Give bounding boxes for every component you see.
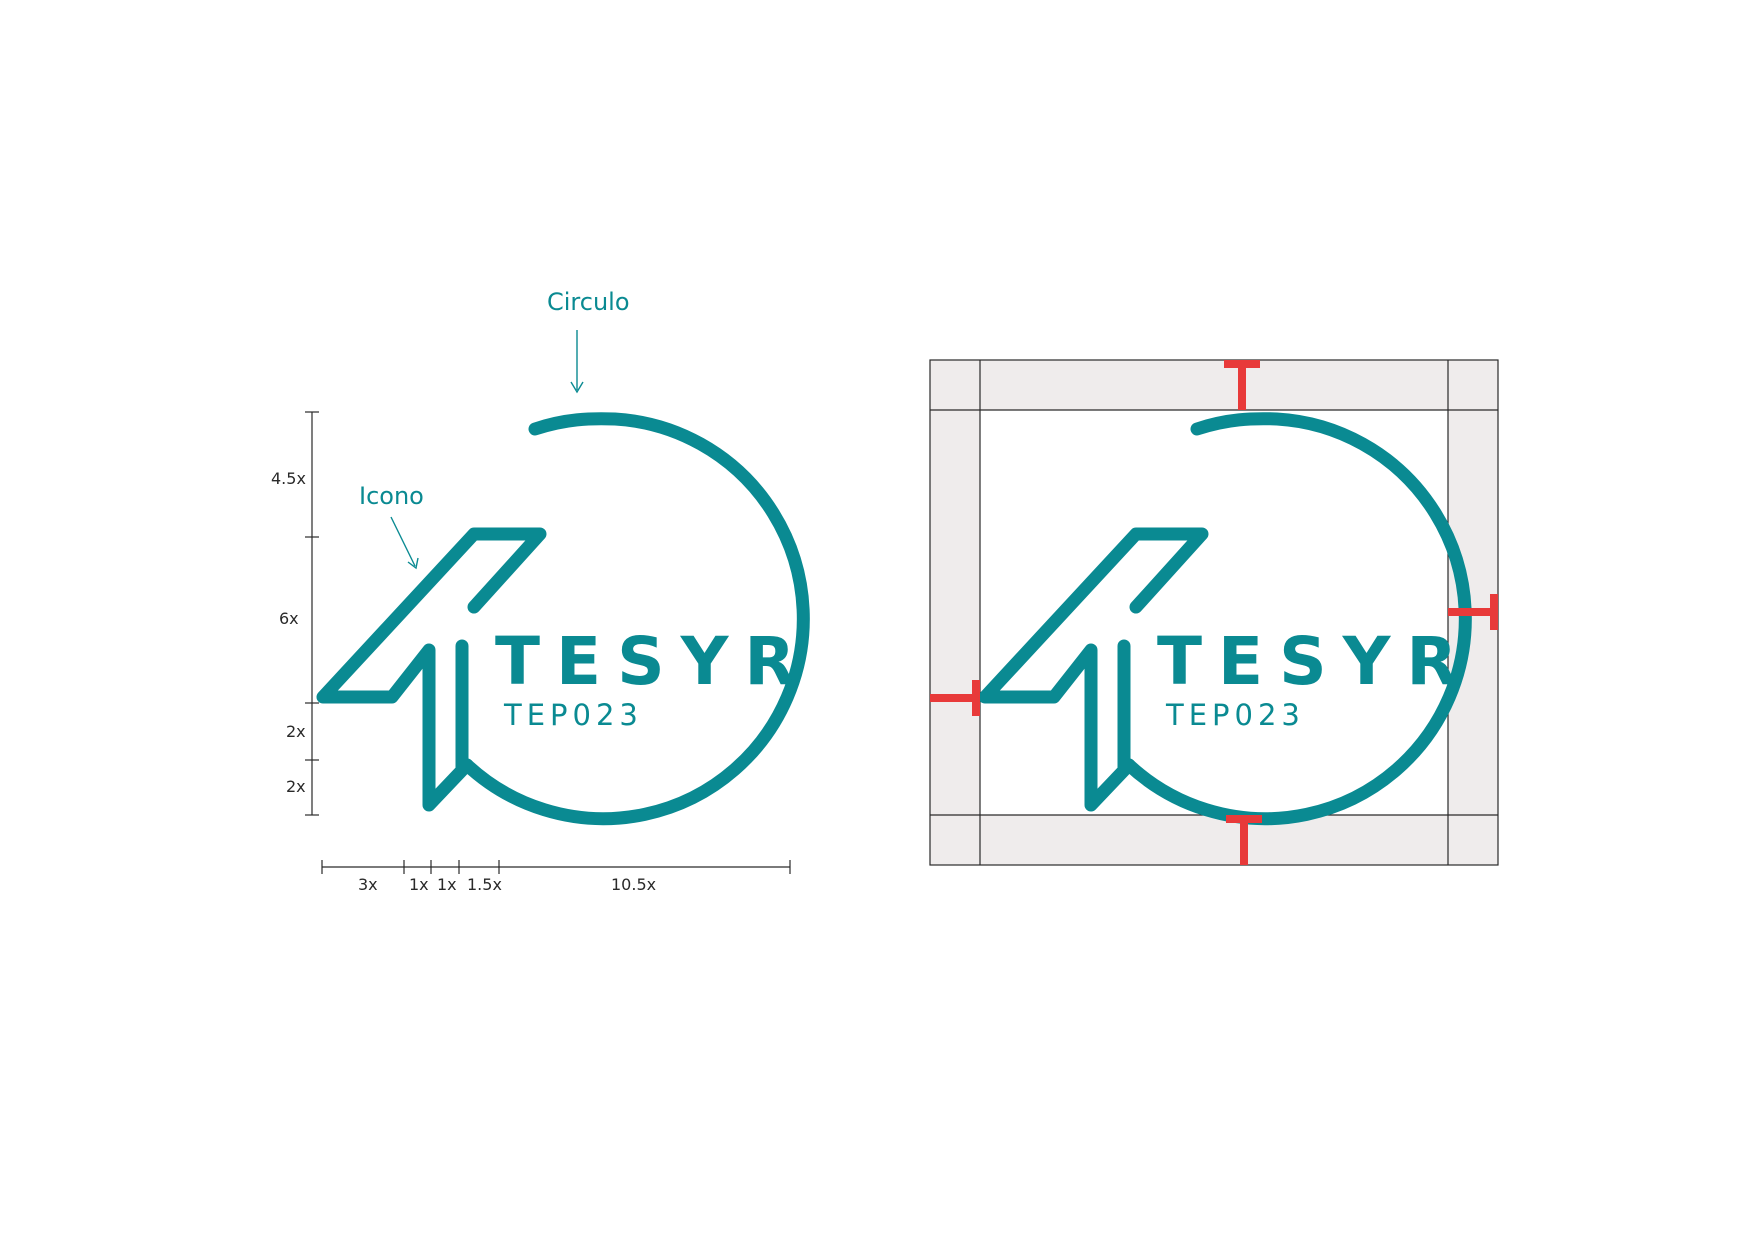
horizontal-proportion-label: 10.5x: [611, 875, 656, 894]
proportions-panel: TESYR TEP023 Circulo Icono 4.5x 6x 2x 2x: [271, 288, 811, 894]
wordmark-code: TEP023: [503, 698, 643, 732]
circle-arc: [460, 412, 810, 826]
margin-bands: [930, 360, 1498, 865]
clearance-marker-left: [930, 680, 980, 716]
clearance-marker-top: [1224, 360, 1260, 410]
vertical-proportion-label: 6x: [279, 609, 299, 628]
safe-area-grid: [929, 359, 1499, 866]
icon-callout-arrow: [390, 516, 416, 567]
wordmark: TESYR: [1157, 623, 1473, 700]
safe-area-panel: TESYR TEP023: [929, 359, 1499, 866]
circle-callout-label: Circulo: [547, 288, 630, 316]
logo-mark-right: TESYR TEP023: [985, 419, 1473, 819]
horizontal-proportion-label: 1x: [409, 875, 429, 894]
vertical-proportion-label: 4.5x: [271, 469, 306, 488]
circle-callout: Circulo: [547, 288, 630, 394]
icon-callout: Icono: [359, 482, 424, 570]
horizontal-proportion-label: 1x: [437, 875, 457, 894]
vertical-proportion-label: 2x: [286, 777, 306, 796]
circle-callout-arrowhead: [570, 381, 584, 394]
wordmark-code: TEP023: [1165, 698, 1305, 732]
icon-callout-label: Icono: [359, 482, 424, 510]
icon-callout-arrowhead: [407, 557, 419, 570]
icon-mark: [316, 527, 547, 812]
wordmark: TESYR: [495, 623, 811, 700]
vertical-dimension-scale: 4.5x 6x 2x 2x: [271, 411, 319, 816]
logo-mark-left: TESYR TEP023: [316, 412, 811, 826]
logo-symbol: [985, 419, 1465, 819]
horizontal-proportion-label: 3x: [358, 875, 378, 894]
horizontal-proportion-label: 1.5x: [467, 875, 502, 894]
clearance-marker-right: [1448, 594, 1498, 630]
vertical-proportion-label: 2x: [286, 722, 306, 741]
horizontal-dimension-scale: 3x 1x 1x 1.5x 10.5x: [321, 860, 791, 894]
clearance-markers: [930, 360, 1498, 865]
clearance-marker-bottom: [1226, 815, 1262, 865]
